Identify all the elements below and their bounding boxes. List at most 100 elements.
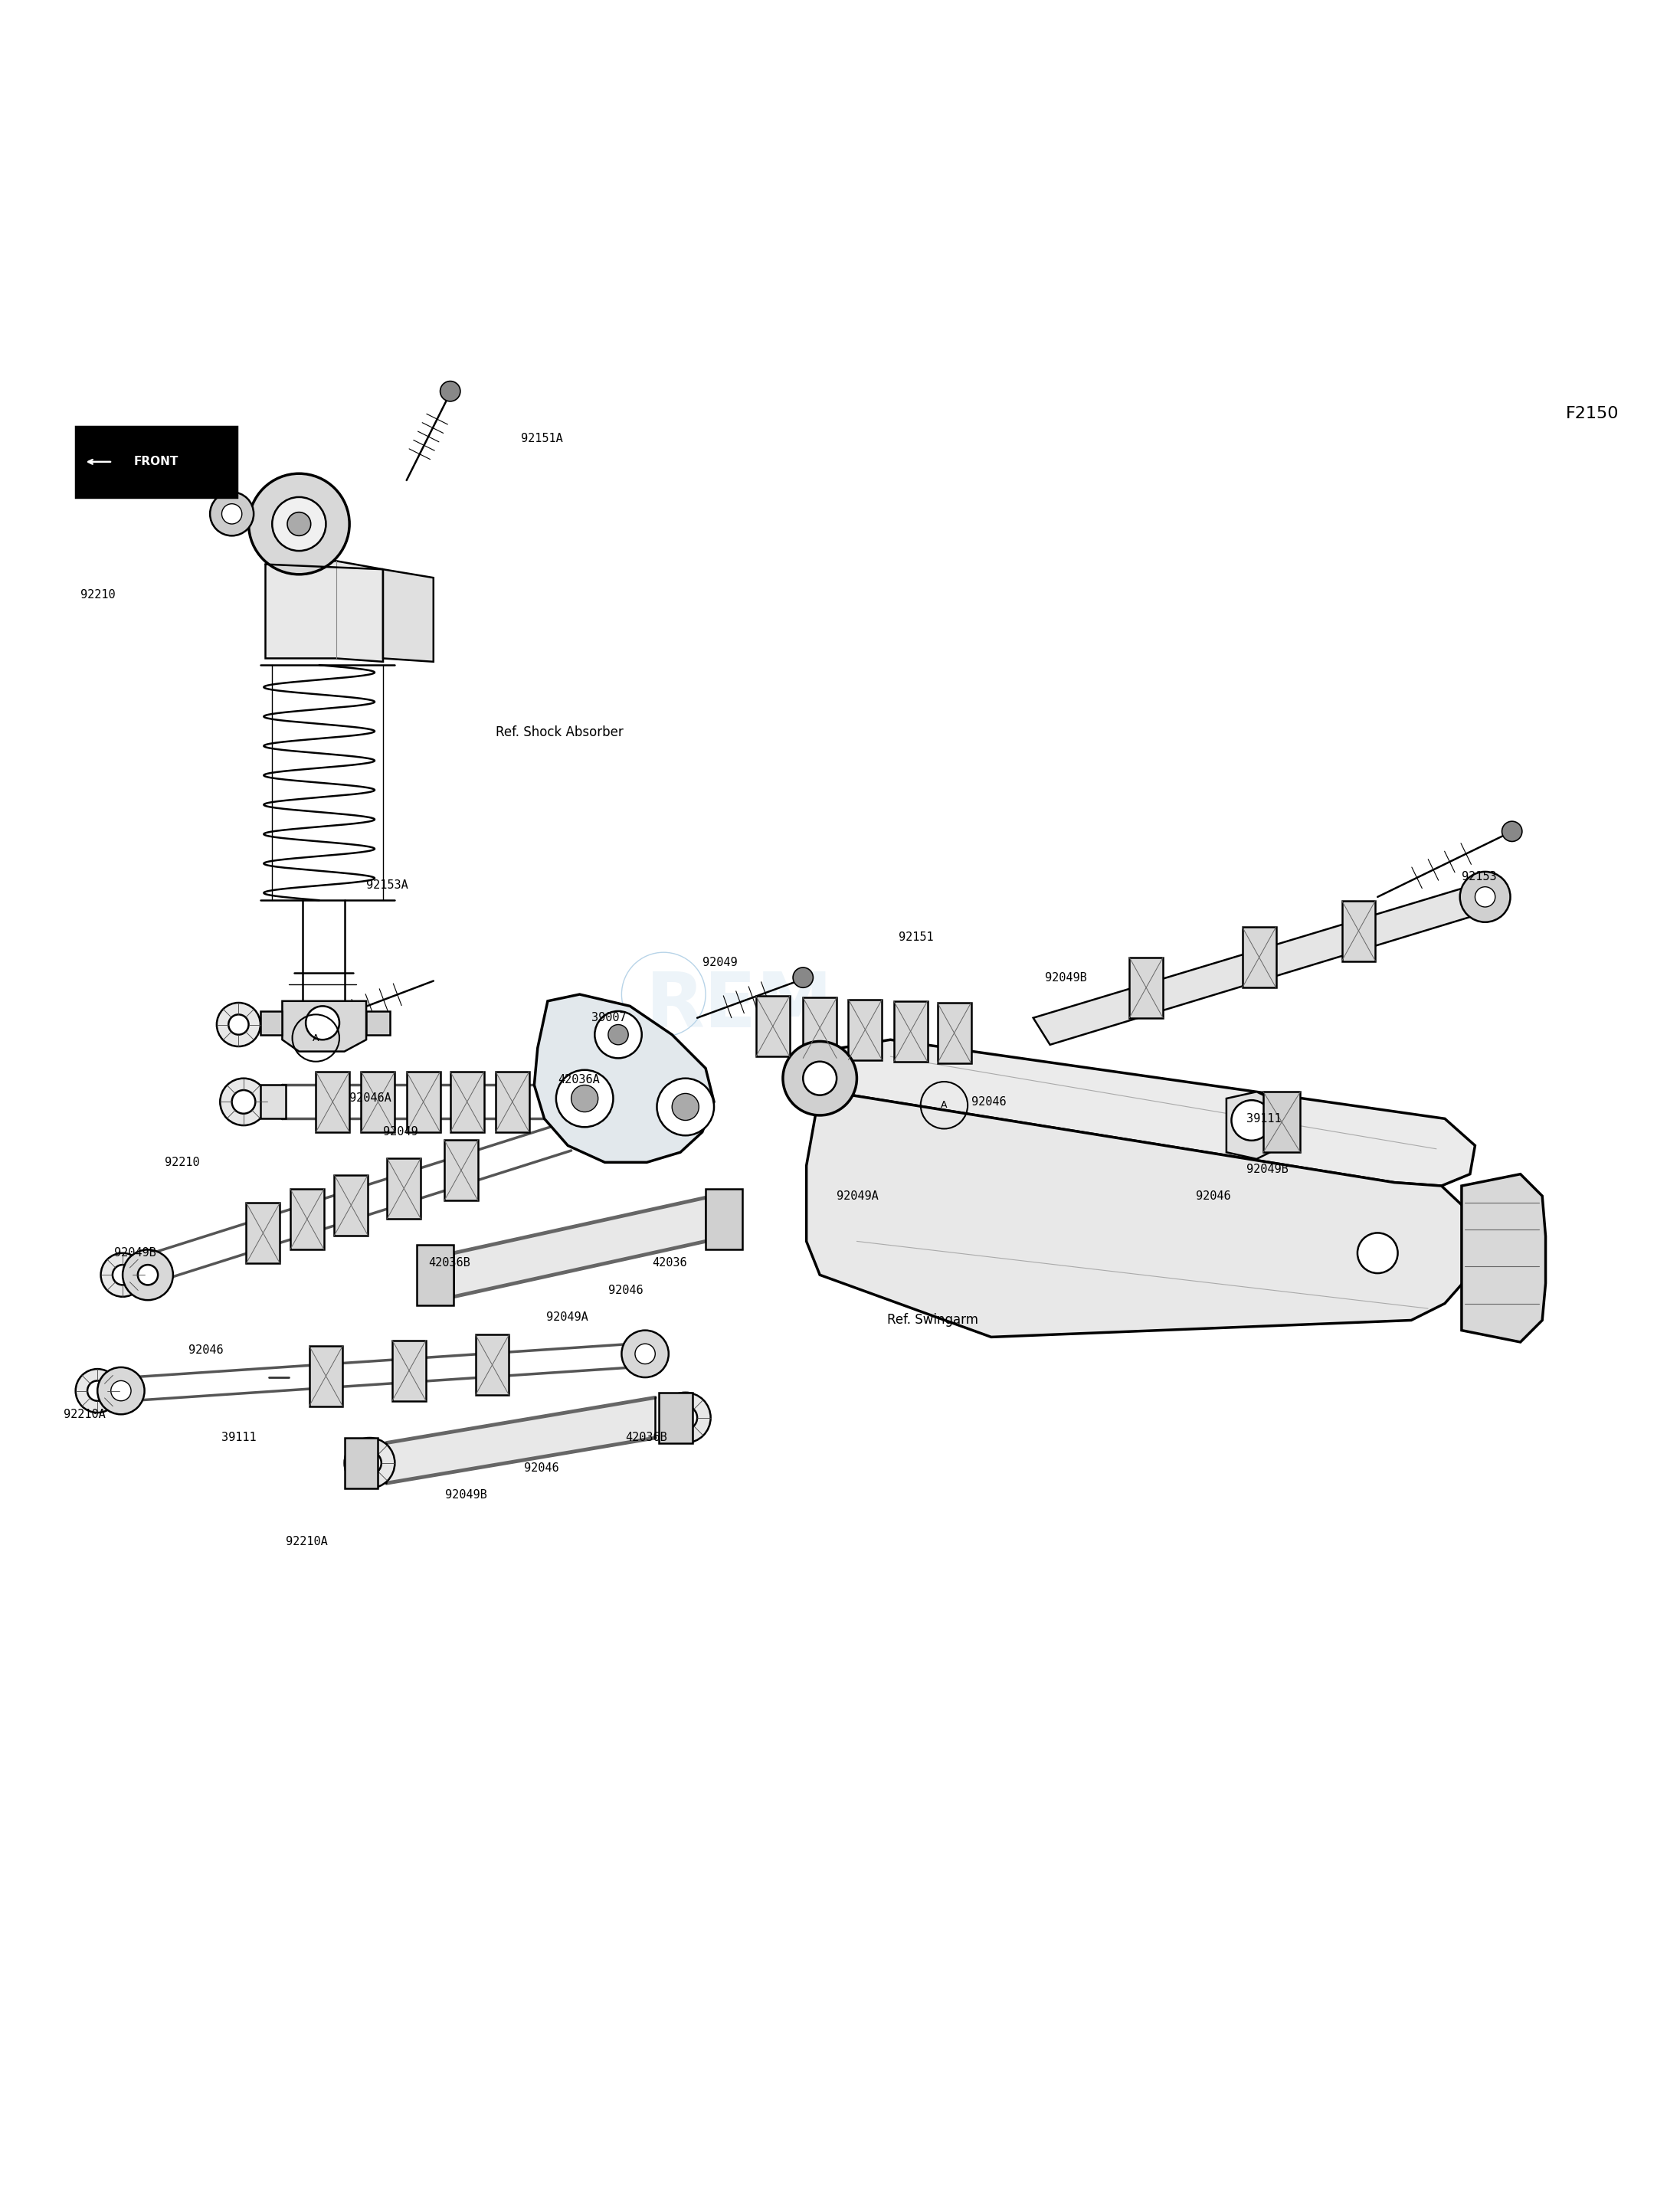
Text: 92210: 92210 <box>165 1156 200 1169</box>
Text: 42036B: 42036B <box>625 1432 667 1443</box>
Polygon shape <box>1033 883 1492 1046</box>
Circle shape <box>217 1002 260 1046</box>
Bar <box>450 1072 484 1131</box>
Bar <box>1129 958 1163 1017</box>
Text: 92210: 92210 <box>81 589 116 600</box>
Bar <box>407 1072 440 1131</box>
Bar <box>391 1340 425 1402</box>
Bar <box>247 1202 281 1263</box>
Text: A: A <box>941 1101 948 1109</box>
Circle shape <box>440 380 460 402</box>
Text: A: A <box>312 1033 319 1044</box>
Text: 92049B: 92049B <box>1247 1164 1289 1175</box>
Bar <box>444 1140 477 1200</box>
Circle shape <box>228 1015 249 1035</box>
Polygon shape <box>383 569 433 661</box>
Circle shape <box>674 1406 697 1430</box>
Circle shape <box>97 1367 144 1415</box>
Text: 92046: 92046 <box>188 1345 223 1356</box>
Text: 92049: 92049 <box>702 956 738 969</box>
Polygon shape <box>1462 1173 1546 1342</box>
Bar <box>496 1072 529 1131</box>
Polygon shape <box>366 1011 390 1035</box>
Bar <box>937 1002 971 1063</box>
Circle shape <box>306 1006 339 1039</box>
Circle shape <box>249 475 349 573</box>
Bar <box>309 1347 343 1406</box>
Polygon shape <box>454 1197 706 1296</box>
Bar <box>291 1189 324 1250</box>
Text: 39007: 39007 <box>591 1013 627 1024</box>
Bar <box>417 1246 454 1305</box>
Text: 92049B: 92049B <box>114 1248 156 1259</box>
Bar <box>1243 927 1277 989</box>
Bar <box>803 997 837 1059</box>
Circle shape <box>556 1070 613 1127</box>
Circle shape <box>1460 872 1510 923</box>
Text: 92153A: 92153A <box>366 879 408 892</box>
Text: 92049: 92049 <box>383 1127 418 1138</box>
Circle shape <box>358 1452 381 1474</box>
Text: 92049B: 92049B <box>445 1490 487 1501</box>
Circle shape <box>803 1061 837 1094</box>
Circle shape <box>1475 888 1495 907</box>
Polygon shape <box>265 560 383 661</box>
Text: 92046: 92046 <box>1196 1191 1231 1202</box>
Circle shape <box>87 1380 108 1402</box>
Circle shape <box>595 1011 642 1059</box>
Polygon shape <box>260 1011 282 1035</box>
Text: 39111: 39111 <box>1247 1114 1282 1125</box>
Text: 92046A: 92046A <box>349 1092 391 1105</box>
Polygon shape <box>1226 1092 1277 1160</box>
Circle shape <box>111 1380 131 1402</box>
Text: 92151A: 92151A <box>521 433 563 444</box>
Text: 42036B: 42036B <box>428 1257 470 1270</box>
Bar <box>894 1002 927 1061</box>
Circle shape <box>222 503 242 523</box>
Text: 92046: 92046 <box>971 1096 1006 1107</box>
Polygon shape <box>806 1090 1470 1338</box>
Circle shape <box>344 1437 395 1487</box>
Bar <box>334 1175 368 1235</box>
Circle shape <box>635 1345 655 1364</box>
Bar <box>260 1085 286 1118</box>
Circle shape <box>783 1041 857 1116</box>
Circle shape <box>220 1079 267 1125</box>
Circle shape <box>76 1369 119 1413</box>
Bar <box>1342 901 1376 960</box>
Circle shape <box>210 492 254 536</box>
Circle shape <box>1357 1233 1398 1274</box>
Bar <box>344 1437 378 1487</box>
Polygon shape <box>386 1397 655 1483</box>
Circle shape <box>672 1094 699 1120</box>
Text: 92046: 92046 <box>524 1463 559 1474</box>
Bar <box>361 1072 395 1131</box>
Bar <box>659 1393 692 1443</box>
Circle shape <box>622 1331 669 1378</box>
Bar <box>1263 1092 1300 1151</box>
Text: 42036A: 42036A <box>558 1074 600 1085</box>
Circle shape <box>101 1252 144 1296</box>
Bar <box>386 1158 420 1219</box>
Bar <box>316 1072 349 1131</box>
Bar <box>756 995 790 1057</box>
Polygon shape <box>820 1039 1475 1186</box>
Circle shape <box>287 512 311 536</box>
Polygon shape <box>282 1002 366 1052</box>
Text: FRONT: FRONT <box>134 457 178 468</box>
Circle shape <box>608 1024 628 1046</box>
Circle shape <box>660 1393 711 1443</box>
Circle shape <box>657 1079 714 1136</box>
Circle shape <box>138 1265 158 1285</box>
Text: REM: REM <box>645 969 833 1044</box>
Circle shape <box>232 1090 255 1114</box>
Text: 92049B: 92049B <box>1045 971 1087 984</box>
Bar <box>475 1336 509 1395</box>
Circle shape <box>1502 822 1522 841</box>
Circle shape <box>1231 1101 1272 1140</box>
Polygon shape <box>534 995 714 1162</box>
Text: 92210A: 92210A <box>64 1408 106 1419</box>
Text: 92046: 92046 <box>608 1285 643 1296</box>
Text: Ref. Swingarm: Ref. Swingarm <box>887 1314 978 1327</box>
Circle shape <box>123 1250 173 1301</box>
